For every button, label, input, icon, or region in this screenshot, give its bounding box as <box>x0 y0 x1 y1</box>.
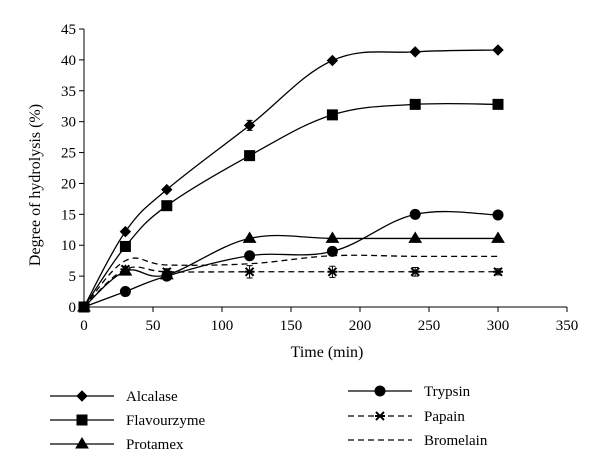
data-point <box>244 267 255 277</box>
legend-label: Protamex <box>126 437 184 453</box>
x-tick-label: 50 <box>146 318 161 334</box>
legend-label: Alcalase <box>126 389 178 405</box>
data-point <box>119 240 131 252</box>
series-line <box>83 254 499 308</box>
data-point <box>409 98 421 110</box>
y-axis-title: Degree of hydrolysis (%) <box>27 104 44 266</box>
y-tick-label: 45 <box>61 22 76 38</box>
legend-marker <box>76 414 88 426</box>
data-point <box>119 225 132 238</box>
data-point <box>120 264 131 275</box>
data-point <box>119 286 131 298</box>
y-tick-label: 10 <box>61 238 76 254</box>
series-line <box>83 210 499 308</box>
data-point <box>161 200 173 212</box>
data-point <box>493 267 503 277</box>
x-tick-label: 350 <box>556 318 579 334</box>
x-tick-label: 0 <box>80 318 88 334</box>
data-point <box>491 231 505 243</box>
series-bromelain <box>83 254 499 308</box>
series-layer <box>77 44 505 313</box>
legend-label: Trypsin <box>424 384 471 400</box>
y-tick-label: 5 <box>69 269 77 285</box>
x-tick-label: 300 <box>487 318 510 334</box>
x-tick-label: 250 <box>418 318 441 334</box>
y-tick-label: 15 <box>61 207 76 223</box>
data-point <box>492 98 504 110</box>
legend-item-papain: Papain <box>348 409 465 425</box>
data-point <box>327 267 338 277</box>
data-point <box>492 209 504 221</box>
data-point <box>409 208 421 220</box>
x-axis-title: Time (min) <box>291 344 364 361</box>
legend-item-flavourzyme: Flavourzyme <box>50 413 205 429</box>
x-tick-label: 150 <box>280 318 303 334</box>
y-tick-label: 30 <box>61 115 76 131</box>
legend-label: Flavourzyme <box>126 413 205 429</box>
data-point <box>409 46 421 58</box>
legend: Alcalase Flavourzyme Protamex Trypsin Papain… <box>50 384 488 453</box>
data-point <box>161 183 173 196</box>
y-tick-label: 40 <box>61 53 76 69</box>
data-point <box>410 267 421 277</box>
y-tick-label: 20 <box>61 176 76 192</box>
data-point <box>244 150 256 162</box>
data-point <box>408 231 423 243</box>
y-tick-label: 25 <box>61 146 76 162</box>
data-point <box>161 267 172 277</box>
legend-marker <box>76 390 88 402</box>
y-tick-label: 35 <box>61 84 76 100</box>
x-tick-label: 200 <box>349 318 372 334</box>
series-line <box>83 266 498 308</box>
legend-item-alcalase: Alcalase <box>50 389 178 405</box>
legend-label: Papain <box>424 409 465 425</box>
legend-item-bromelain: Bromelain <box>348 433 488 449</box>
axes: 0 5 10 15 20 25 30 35 40 45 0 50 100 150 200 250 300 350 <box>61 22 578 334</box>
series-flavourzyme <box>78 98 504 313</box>
legend-item-protamex: Protamex <box>50 437 184 453</box>
data-point <box>492 44 504 56</box>
data-point <box>326 54 339 67</box>
legend-marker <box>374 385 386 397</box>
data-point <box>325 231 340 243</box>
legend-item-trypsin: Trypsin <box>348 384 471 400</box>
series-line <box>83 102 499 308</box>
legend-marker <box>375 411 385 421</box>
y-tick-label: 0 <box>69 300 77 316</box>
legend-marker <box>75 437 89 449</box>
series-trypsin <box>78 208 504 313</box>
data-point <box>244 250 256 262</box>
data-point <box>242 231 257 243</box>
data-point <box>326 109 338 121</box>
x-tick-label: 100 <box>211 318 234 334</box>
data-point <box>326 245 338 257</box>
data-point <box>243 119 256 132</box>
legend-label: Bromelain <box>424 433 488 449</box>
series-papain <box>79 264 503 312</box>
series-line <box>83 49 499 308</box>
